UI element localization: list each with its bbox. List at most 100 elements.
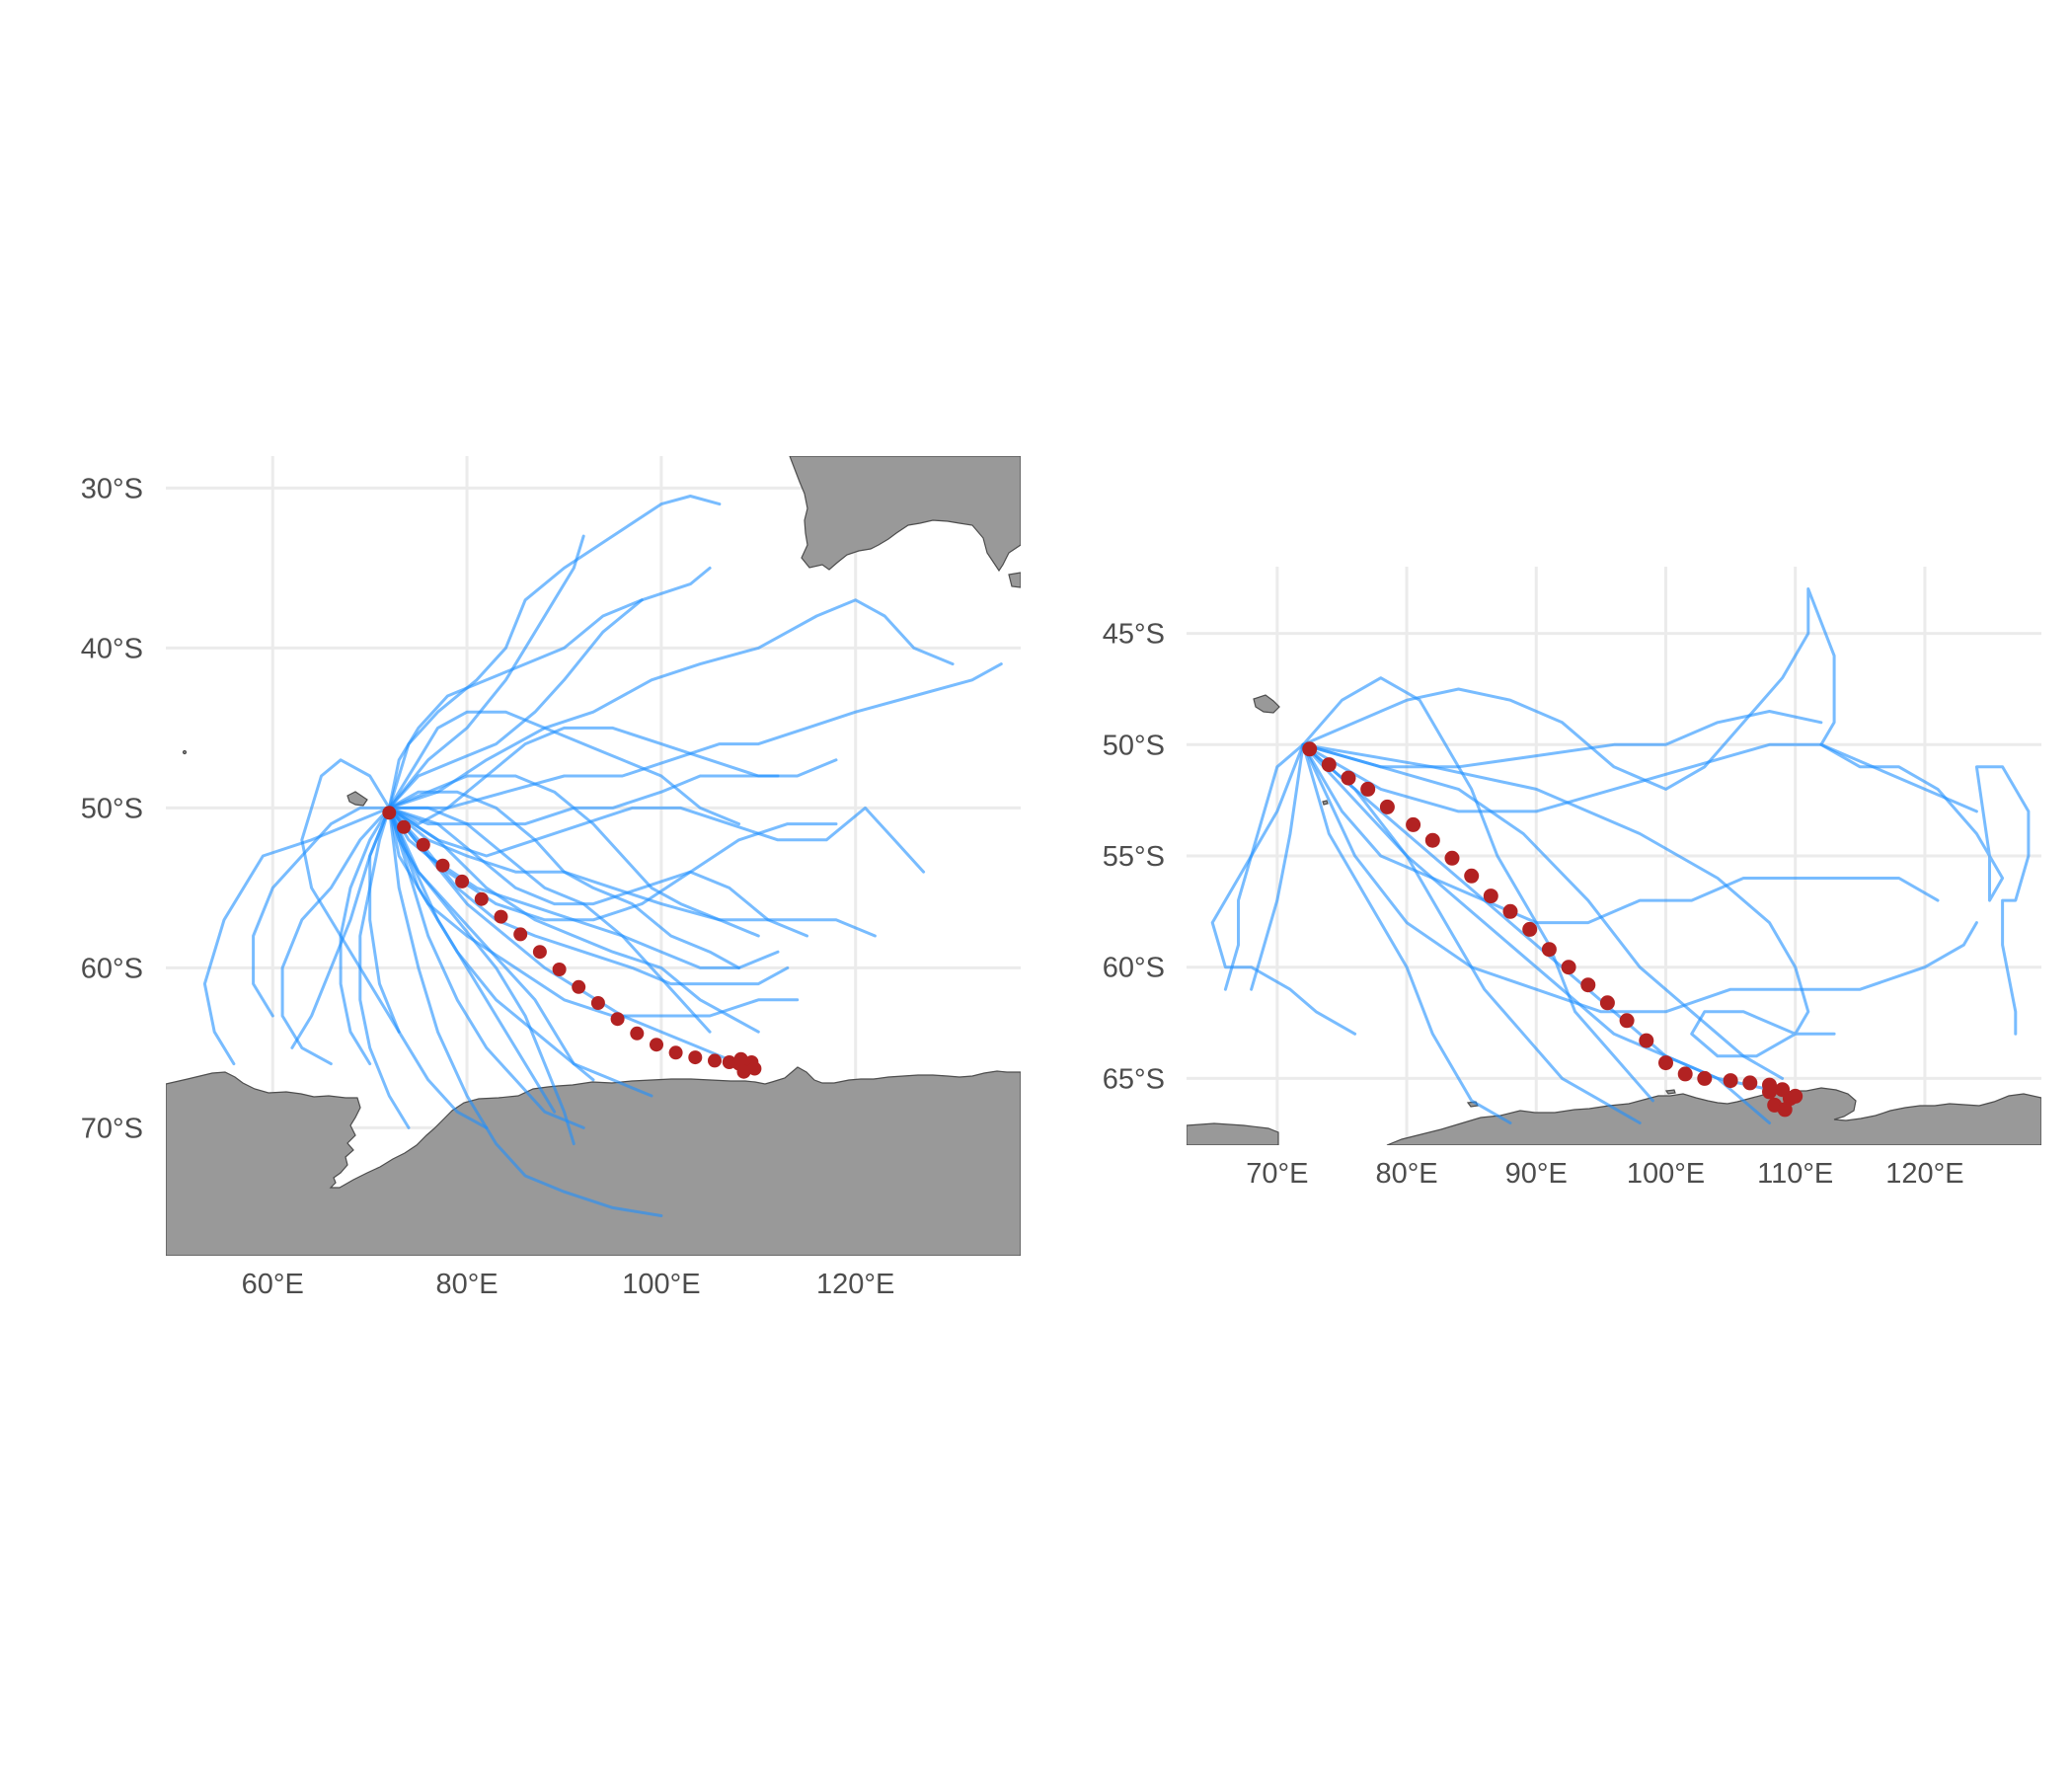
highlight-point-1	[397, 819, 412, 834]
map-grid-right	[1187, 567, 2041, 1145]
x-tick-label: 110°E	[1757, 1158, 1833, 1190]
highlight-point-9	[1483, 888, 1498, 904]
track-26	[252, 806, 391, 1018]
highlight-point-22	[1742, 1075, 1758, 1091]
highlight-point-23	[747, 1061, 762, 1076]
highlight-point-13	[630, 1026, 645, 1041]
highlight-point-2	[416, 837, 430, 852]
track-19	[387, 774, 760, 938]
small-island	[182, 749, 188, 755]
track-8	[387, 598, 955, 810]
antarctica-landmass-right	[1187, 1122, 1279, 1145]
track-12	[1301, 676, 1654, 1103]
y-tick-label: 60°S	[81, 953, 143, 984]
highlight-point-0	[382, 806, 397, 820]
highlight-point-0	[1302, 741, 1318, 757]
highlight-point-14	[1580, 977, 1596, 993]
track-7	[1301, 710, 1823, 769]
track-7	[387, 774, 780, 826]
track-3	[387, 566, 712, 810]
land-right	[1187, 694, 2041, 1145]
x-tick-label: 80°E	[1375, 1158, 1437, 1190]
x-tick-label: 120°E	[816, 1269, 894, 1300]
australia-landmass	[789, 456, 1021, 573]
track-20	[387, 598, 644, 810]
highlight-point-2	[1341, 770, 1356, 786]
highlight-point-28	[1788, 1088, 1803, 1104]
highlight-point-14	[650, 1038, 663, 1052]
map-panel-left: 60°E 80°E 100°E 120°E 30°S 40°S 50°S 60°S 70°S	[81, 456, 1021, 1300]
x-tick-label: 100°E	[622, 1269, 700, 1300]
highlight-point-8	[1464, 868, 1480, 884]
highlighted-track-right	[1302, 741, 1803, 1118]
highlight-point-29	[1762, 1084, 1777, 1100]
track-34	[387, 806, 780, 969]
highlight-point-10	[1502, 903, 1518, 919]
track-2	[387, 495, 722, 810]
track-10	[1250, 742, 1305, 991]
track-3	[1301, 742, 1978, 813]
track-6	[1210, 742, 1357, 1036]
track-11	[1301, 742, 1771, 1124]
highlight-point-6	[1424, 832, 1440, 848]
track-5	[1301, 742, 1642, 1124]
track-4	[1301, 742, 1512, 1124]
highlight-point-17	[708, 1053, 722, 1068]
antarctica-landmass-right-main	[1386, 1087, 2041, 1145]
highlight-point-17	[1639, 1033, 1654, 1048]
kerguelen-island	[346, 791, 368, 807]
track-14	[1301, 742, 1836, 1058]
track-13	[387, 534, 585, 810]
y-tick-label: 50°S	[81, 793, 143, 824]
highlight-point-9	[552, 963, 567, 976]
highlight-point-15	[668, 1045, 683, 1060]
highlight-point-5	[1406, 816, 1421, 832]
y-tick-label: 60°S	[1103, 953, 1165, 984]
highlight-point-16	[688, 1050, 703, 1065]
y-tick-label: 70°S	[81, 1113, 143, 1144]
track-4	[387, 806, 877, 938]
land-left	[166, 456, 1021, 1256]
highlight-point-11	[590, 996, 605, 1010]
track-32	[387, 710, 741, 826]
y-tick-label: 30°S	[81, 473, 143, 504]
x-tick-label: 100°E	[1627, 1158, 1705, 1190]
track-0	[387, 806, 741, 1066]
highlight-point-8	[532, 945, 547, 960]
antarctica-landmass	[166, 1066, 1021, 1256]
highlight-point-7	[1444, 850, 1460, 866]
track-8	[1301, 742, 1978, 1014]
highlight-point-15	[1599, 995, 1615, 1011]
highlight-point-24	[733, 1051, 748, 1066]
track-18	[280, 806, 391, 1066]
track-2	[1301, 587, 2031, 1036]
tracks-left	[202, 495, 1003, 1217]
highlight-point-1	[1321, 757, 1337, 773]
x-tick-label: 120°E	[1885, 1158, 1963, 1190]
y-tick-label: 55°S	[1103, 841, 1165, 873]
highlight-point-4	[455, 874, 470, 888]
y-tick-label: 40°S	[81, 633, 143, 664]
tasmania-landmass	[1008, 572, 1021, 588]
map-panel-right: 70°E 80°E 90°E 100°E 110°E 120°E 45°S 50°S 55°S 6…	[1103, 567, 2041, 1190]
highlight-point-12	[1541, 942, 1557, 958]
highlight-point-27	[1777, 1102, 1793, 1118]
highlight-point-4	[1379, 799, 1395, 814]
highlight-point-21	[1723, 1073, 1738, 1089]
highlight-point-6	[494, 909, 508, 924]
y-tick-label: 50°S	[1103, 730, 1165, 761]
x-tick-label: 90°E	[1505, 1158, 1568, 1190]
small-island-right-3	[1664, 1089, 1676, 1095]
highlighted-track-left	[382, 806, 762, 1079]
track-6	[202, 806, 391, 1066]
track-23	[387, 806, 808, 938]
tracks-right	[1210, 587, 2031, 1124]
track-33	[387, 806, 557, 1114]
highlight-point-11	[1522, 921, 1538, 937]
highlight-point-16	[1619, 1013, 1635, 1029]
x-tick-label: 70°E	[1246, 1158, 1308, 1190]
track-25	[387, 806, 712, 1034]
x-tick-label: 60°E	[242, 1269, 304, 1300]
track-30	[339, 806, 391, 1066]
track-14	[358, 806, 411, 1129]
